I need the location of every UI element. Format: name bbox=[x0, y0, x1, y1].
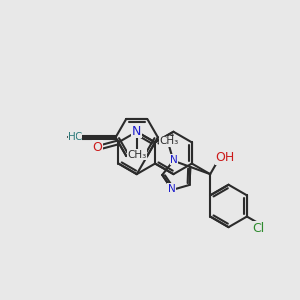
Text: CH₃: CH₃ bbox=[127, 150, 146, 160]
Text: C: C bbox=[74, 132, 81, 142]
Text: O: O bbox=[92, 140, 102, 154]
Text: CH₃: CH₃ bbox=[159, 136, 178, 146]
Text: N: N bbox=[132, 125, 141, 138]
Text: OH: OH bbox=[215, 151, 235, 164]
Text: N: N bbox=[170, 154, 178, 165]
Text: H: H bbox=[68, 132, 76, 142]
Text: Cl: Cl bbox=[253, 222, 265, 235]
Text: N: N bbox=[168, 184, 176, 194]
